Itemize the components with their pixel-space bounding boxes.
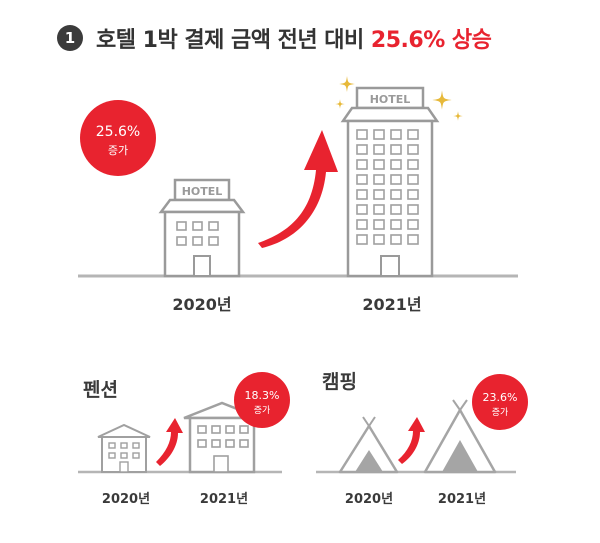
hotel-window: [356, 219, 368, 230]
hotel-window: [390, 219, 402, 230]
sparkle-icon: [453, 111, 463, 121]
hotel-window: [356, 234, 368, 245]
pension-increase-badge: [234, 372, 290, 428]
pension-2020-icon: [97, 423, 151, 473]
pension-2021-icon: [183, 401, 261, 474]
camping-year-2020: 2020년: [345, 492, 393, 507]
hotel-window: [407, 174, 419, 185]
hotel-window: [407, 144, 419, 155]
hotel-window: [356, 174, 368, 185]
hotel-window: [356, 144, 368, 155]
hotel-window: [373, 129, 385, 140]
hotel-increase-badge: [80, 100, 156, 176]
hotel-window: [373, 144, 385, 155]
hotel-sign-2021: HOTEL: [370, 93, 411, 106]
hotel-window: [373, 234, 385, 245]
hotel-window: [407, 189, 419, 200]
camping-growth-arrow-icon: [398, 417, 425, 464]
hotel-2021-icon: [340, 86, 440, 278]
camping-title: 캠핑: [322, 371, 357, 393]
camping-badge-label: 증가: [492, 407, 509, 418]
hotel-2020-icon: [158, 178, 246, 278]
camping-increase-badge: [472, 374, 528, 430]
hotel-window: [373, 219, 385, 230]
hotel-sign-2020: HOTEL: [182, 185, 223, 198]
sparkle-icon: [432, 90, 452, 110]
hotel-window: [407, 129, 419, 140]
hotel-window: [390, 204, 402, 215]
headline-highlight: 25.6% 상승: [370, 28, 492, 53]
hotel-window: [390, 144, 402, 155]
hotel-window: [407, 234, 419, 245]
pension-year-2020: 2020년: [102, 492, 150, 507]
pension-year-2021: 2021년: [200, 492, 248, 507]
hotel-window: [407, 159, 419, 170]
hotel-year-2021: 2021년: [362, 295, 421, 314]
hotel-window: [373, 174, 385, 185]
hotel-badge-value: 25.6%: [96, 124, 140, 140]
hotel-window: [373, 159, 385, 170]
hotel-window: [373, 189, 385, 200]
hotel-window: [356, 189, 368, 200]
hotel-window: [390, 189, 402, 200]
hotel-window: [356, 159, 368, 170]
camping-badge-value: 23.6%: [483, 391, 518, 404]
headline-title: 호텔 1박 결제 금액 전년 대비 25.6% 상승: [96, 22, 492, 54]
hotel-window: [390, 234, 402, 245]
pension-badge-label: 증가: [254, 405, 271, 416]
pension-title: 펜션: [83, 379, 118, 401]
hotel-window: [356, 129, 368, 140]
hotel-window: [407, 204, 419, 215]
hotel-window: [390, 129, 402, 140]
headline: 1 호텔 1박 결제 금액 전년 대비 25.6% 상승: [0, 0, 600, 80]
hotel-window: [390, 159, 402, 170]
headline-main-text: 호텔 1박 결제 금액 전년 대비: [96, 28, 364, 53]
hotel-badge-label: 증가: [108, 144, 128, 157]
camping-year-2021: 2021년: [438, 492, 486, 507]
pension-growth-arrow-icon: [156, 418, 183, 466]
hotel-window: [356, 204, 368, 215]
hotel-window: [407, 219, 419, 230]
tent-2020-icon: [338, 416, 399, 474]
growth-arrow-icon: [258, 130, 338, 248]
tent-2021-icon: [423, 399, 497, 474]
hotel-window: [373, 204, 385, 215]
hotel-window: [390, 174, 402, 185]
hotel-year-2020: 2020년: [172, 295, 231, 314]
sparkle-icon: [335, 99, 345, 109]
section-number-badge: 1: [57, 25, 83, 51]
pension-badge-value: 18.3%: [245, 389, 280, 402]
sparkle-icon: [339, 76, 355, 92]
